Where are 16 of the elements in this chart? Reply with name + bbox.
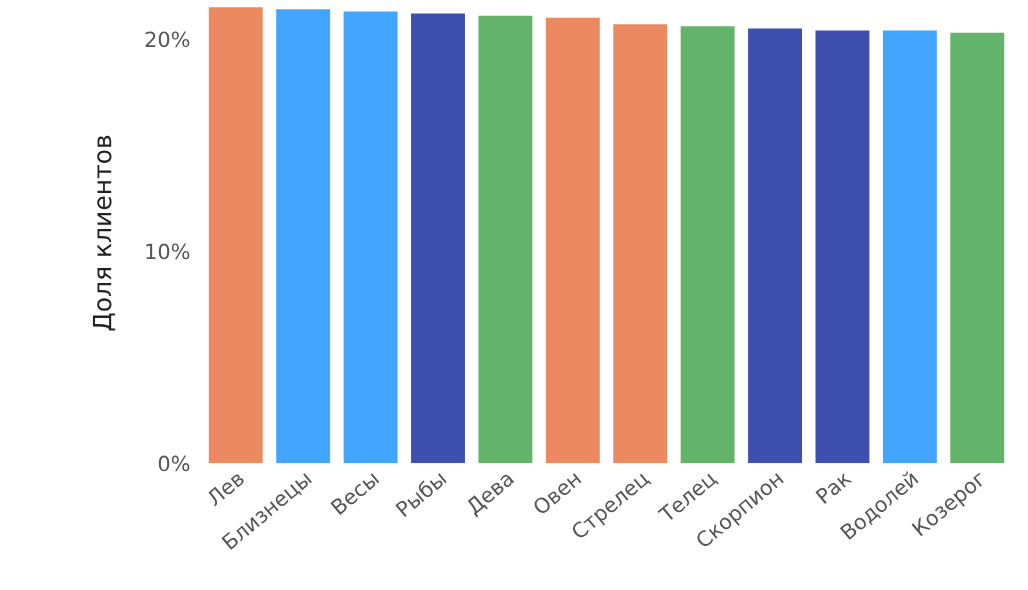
bar (815, 30, 870, 464)
bar (748, 28, 803, 464)
y-tick-label: 20% (145, 31, 190, 48)
y-axis-title: Доля клиентов (92, 135, 116, 331)
y-tick-label: 10% (146, 243, 190, 260)
bar (411, 13, 465, 464)
bar (680, 26, 735, 464)
bar (882, 30, 937, 464)
bar (545, 17, 600, 464)
bar (613, 24, 668, 464)
y-tick-label: 0% (158, 455, 190, 472)
bar (208, 7, 263, 464)
bar (950, 32, 1005, 464)
bar (276, 9, 331, 464)
bar (343, 11, 398, 464)
bar (478, 15, 533, 464)
